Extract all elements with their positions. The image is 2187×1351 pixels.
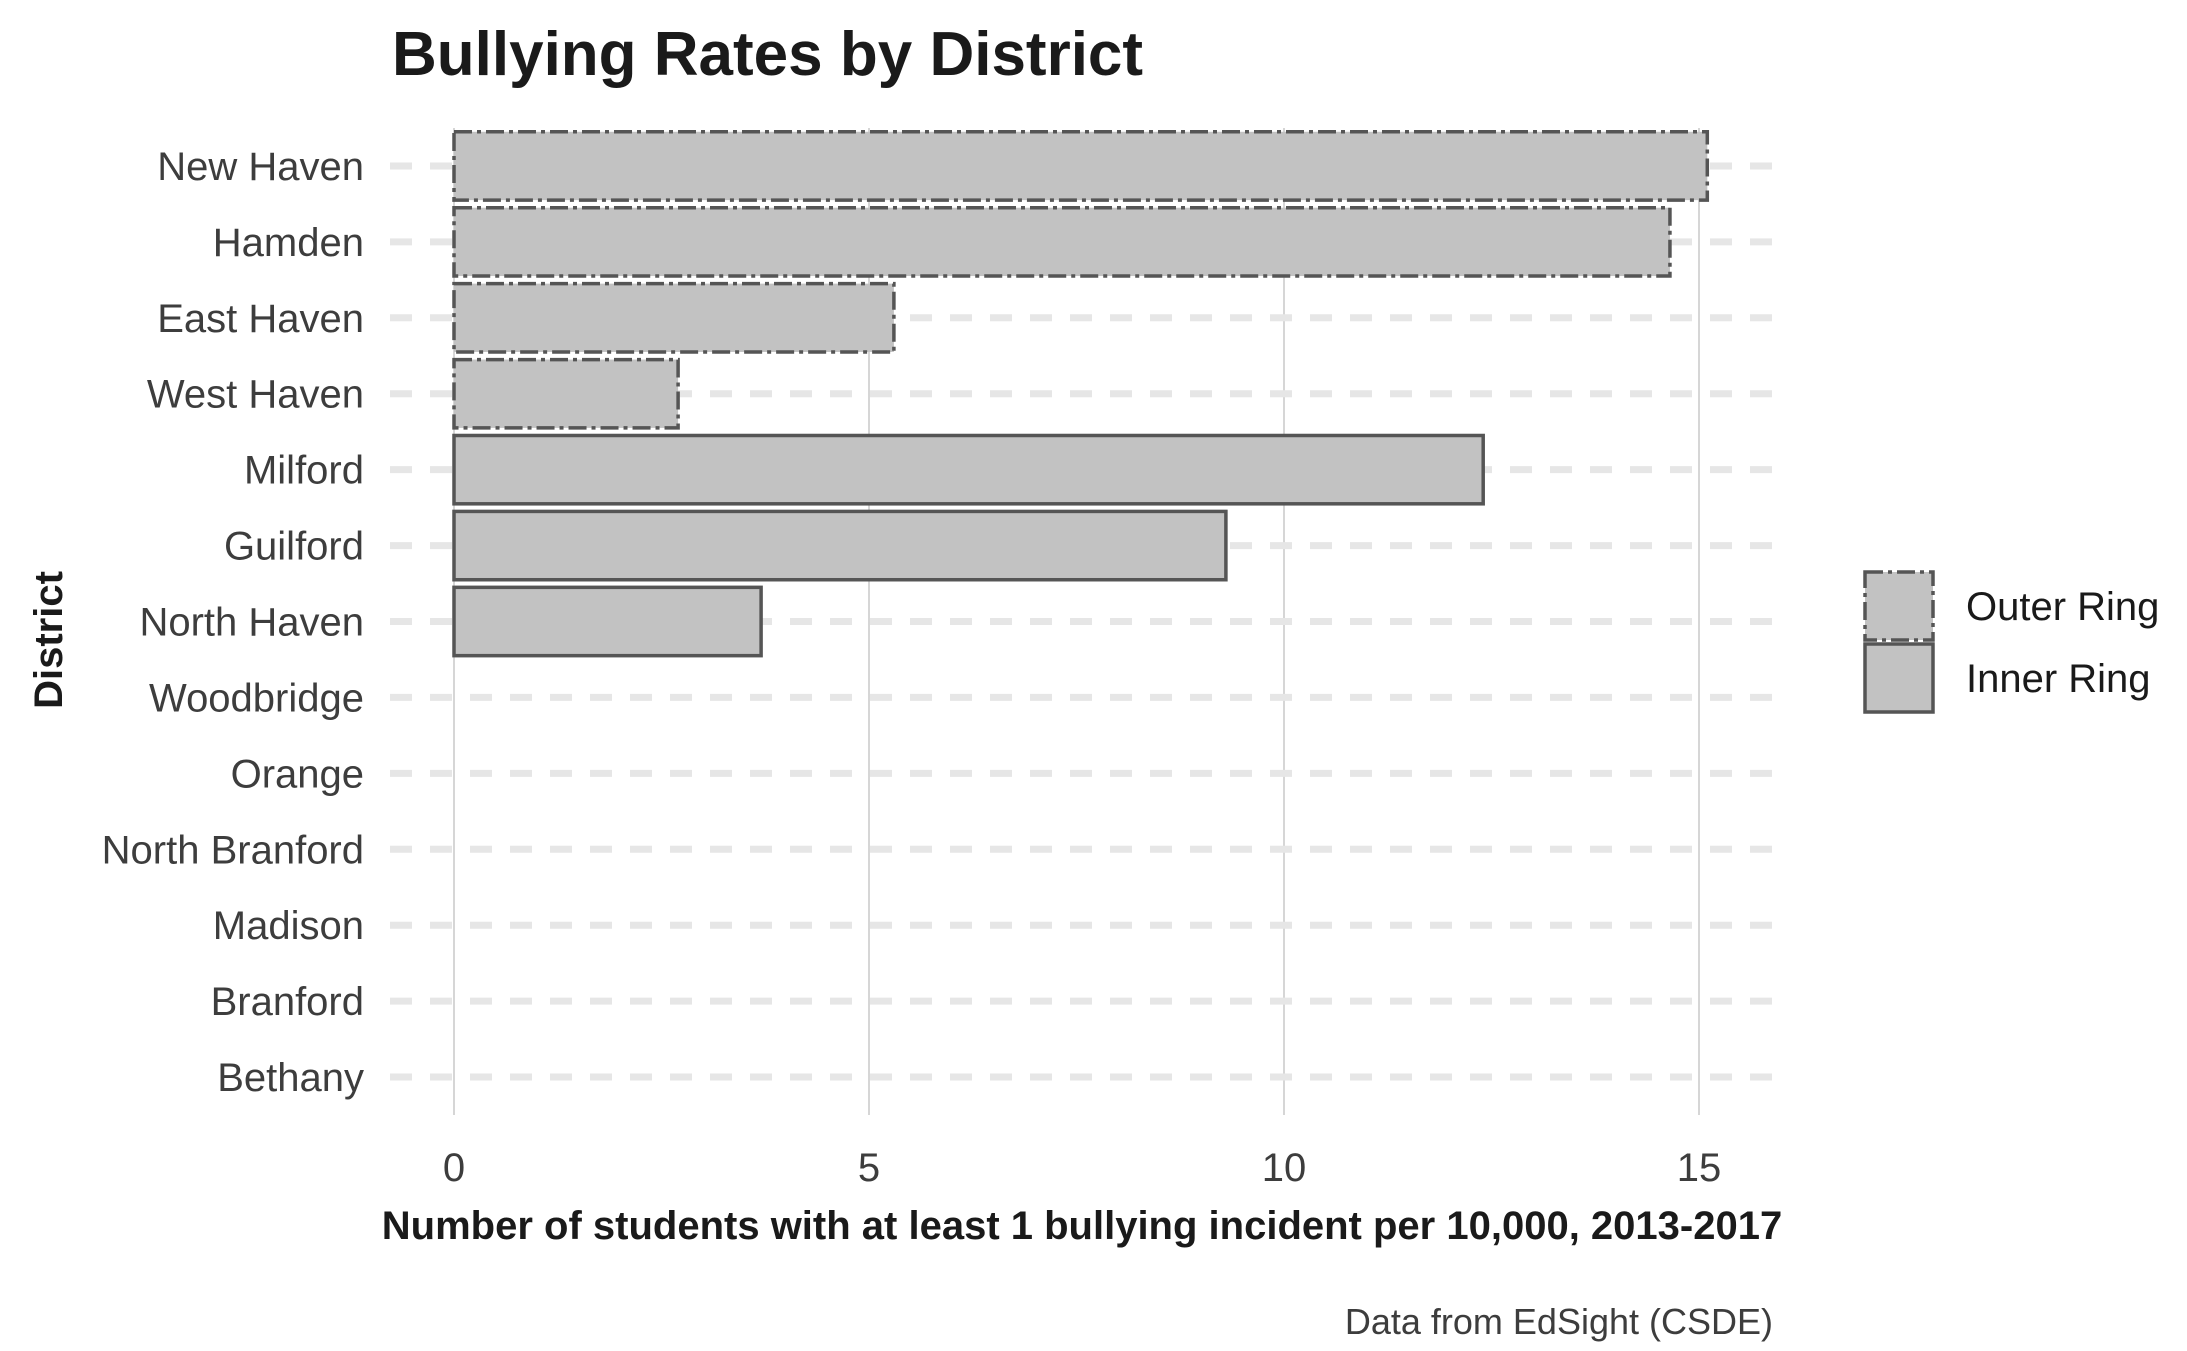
bar-west-haven [452,357,680,430]
y-tick-label: Woodbridge [149,676,364,720]
bar-north-haven [452,585,763,658]
y-tick-label: Madison [213,904,364,948]
legend-key-inner-ring [1863,642,1935,714]
legend: Outer Ring Inner Ring [1863,570,2159,714]
y-tick-label: West Haven [147,373,364,417]
y-tick-label: Guilford [224,525,364,569]
y-tick-label: Milford [244,449,364,493]
bar-new-haven [452,130,1710,202]
bar-east-haven [452,281,896,354]
x-tick-label: 5 [858,1146,880,1190]
y-tick-label: Hamden [213,221,364,265]
x-axis-title: Number of students with at least 1 bully… [382,1204,1782,1248]
bars [452,130,1710,658]
bar-hamden [452,205,1672,278]
chart-title: Bullying Rates by District [392,20,1143,89]
y-axis-tick-labels: New Haven Hamden East Haven West Haven Milfo… [102,145,364,1100]
y-tick-label: North Haven [139,601,364,645]
y-tick-label: Orange [231,752,364,796]
legend-label: Inner Ring [1966,657,2151,701]
x-axis-tick-labels: 0 5 10 15 [443,1146,1721,1190]
y-axis-title: District [27,571,71,709]
bar-guilford [452,509,1228,582]
legend-key-outer-ring [1863,570,1935,642]
bar-milford [452,433,1485,506]
y-tick-label: New Haven [157,145,364,189]
chart-caption: Data from EdSight (CSDE) [1345,1301,1773,1342]
y-tick-label: East Haven [157,297,364,341]
x-tick-label: 15 [1677,1146,1722,1190]
x-tick-label: 10 [1262,1146,1307,1190]
y-tick-label: Branford [211,980,364,1024]
legend-label: Outer Ring [1966,585,2159,629]
y-tick-label: Bethany [217,1056,364,1100]
y-tick-label: North Branford [102,828,364,872]
x-tick-label: 0 [443,1146,465,1190]
